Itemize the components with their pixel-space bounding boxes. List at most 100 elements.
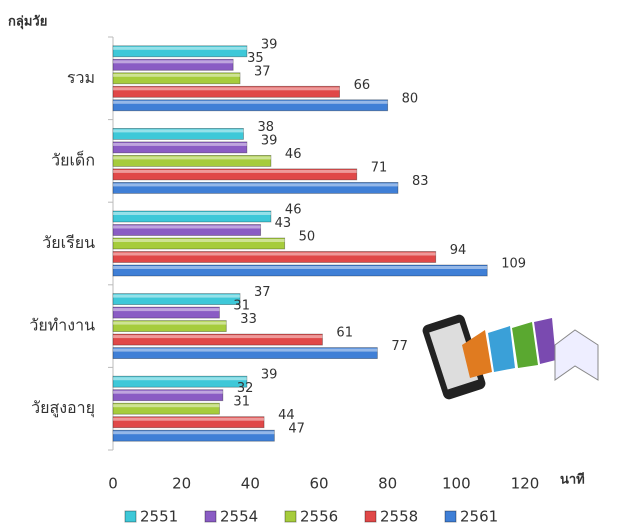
decor-icon bbox=[422, 314, 599, 400]
x-tick-label: 0 bbox=[108, 475, 118, 493]
data-label: 44 bbox=[278, 408, 295, 423]
data-label: 37 bbox=[254, 285, 271, 300]
bar bbox=[112, 58, 234, 71]
bar bbox=[112, 237, 286, 250]
bar bbox=[112, 224, 262, 236]
bar-highlight bbox=[113, 335, 323, 339]
bar-highlight bbox=[113, 321, 227, 325]
bar bbox=[112, 72, 241, 85]
x-tick-label: 100 bbox=[442, 475, 471, 493]
bar-highlight bbox=[113, 417, 265, 421]
y-tick-label: วัยเรียน bbox=[42, 233, 95, 252]
bar bbox=[112, 99, 389, 112]
bar bbox=[112, 402, 220, 415]
y-axis-label: กลุ่มวัย bbox=[8, 15, 47, 30]
bar bbox=[112, 45, 248, 58]
bar bbox=[112, 347, 378, 360]
y-tick-label: วัยทำงาน bbox=[29, 316, 95, 335]
data-label: 50 bbox=[299, 230, 316, 245]
data-label: 37 bbox=[254, 64, 271, 79]
data-label: 31 bbox=[233, 395, 250, 410]
bar-highlight bbox=[113, 404, 220, 408]
x-tick-label: 40 bbox=[241, 475, 260, 493]
legend-swatch bbox=[124, 510, 137, 523]
legend-swatch bbox=[284, 510, 297, 523]
bar bbox=[112, 127, 244, 140]
bar-highlight bbox=[113, 252, 436, 256]
bar-highlight bbox=[113, 225, 261, 229]
data-label: 32 bbox=[237, 381, 254, 396]
bar-highlight bbox=[113, 142, 247, 146]
data-label: 38 bbox=[257, 120, 274, 135]
bar bbox=[112, 168, 358, 181]
data-label: 47 bbox=[288, 422, 305, 437]
bar bbox=[112, 210, 272, 223]
bar bbox=[112, 416, 265, 429]
bar-highlight bbox=[113, 183, 398, 187]
x-tick-label: 120 bbox=[511, 475, 540, 493]
x-tick-label: 80 bbox=[378, 475, 397, 493]
bar-highlight bbox=[113, 348, 378, 352]
bar-highlight bbox=[113, 156, 271, 160]
data-label: 66 bbox=[354, 78, 371, 93]
x-tick-label: 60 bbox=[309, 475, 328, 493]
x-tick-label: 20 bbox=[172, 475, 191, 493]
legend-swatch bbox=[364, 510, 377, 523]
bar-highlight bbox=[113, 308, 220, 312]
bar bbox=[112, 333, 323, 346]
legend-label: 2554 bbox=[220, 508, 258, 524]
bar-highlight bbox=[113, 73, 241, 77]
y-tick-label: วัยเด็ก bbox=[51, 149, 95, 169]
bar bbox=[112, 264, 488, 277]
bar bbox=[112, 320, 227, 333]
bar-highlight bbox=[113, 129, 244, 133]
bar-highlight bbox=[113, 377, 247, 381]
bar bbox=[112, 251, 437, 263]
data-label: 39 bbox=[261, 368, 278, 383]
bar bbox=[112, 181, 399, 194]
data-label: 80 bbox=[402, 91, 419, 106]
data-label: 33 bbox=[240, 312, 257, 327]
bar-highlight bbox=[113, 266, 488, 269]
bar-highlight bbox=[113, 46, 247, 50]
data-label: 43 bbox=[275, 216, 292, 231]
data-label: 109 bbox=[501, 257, 526, 272]
x-axis-label: นาที bbox=[560, 472, 585, 488]
bar-highlight bbox=[113, 239, 285, 242]
bar-highlight bbox=[113, 212, 271, 215]
bar-highlight bbox=[113, 431, 275, 435]
data-label: 39 bbox=[261, 133, 278, 148]
bar bbox=[112, 154, 272, 167]
bar bbox=[112, 293, 241, 306]
data-label: 94 bbox=[450, 243, 467, 258]
y-tick-label: รวม bbox=[67, 68, 95, 87]
data-label: 46 bbox=[285, 203, 302, 218]
bar-highlight bbox=[113, 87, 340, 91]
bar-highlight bbox=[113, 169, 357, 173]
data-label: 46 bbox=[285, 147, 302, 162]
bar-highlight bbox=[113, 60, 234, 64]
data-label: 83 bbox=[412, 174, 429, 189]
bar-highlight bbox=[113, 390, 223, 394]
legend-label: 2558 bbox=[380, 508, 418, 524]
data-label: 77 bbox=[391, 339, 408, 354]
y-tick-label: วัยสูงอายุ bbox=[31, 398, 95, 418]
bar bbox=[112, 375, 248, 388]
data-label: 71 bbox=[371, 160, 388, 175]
bar bbox=[112, 389, 224, 402]
data-label: 31 bbox=[233, 299, 250, 314]
bar bbox=[112, 141, 248, 154]
bar-highlight bbox=[113, 100, 388, 104]
bar-highlight bbox=[113, 294, 241, 298]
bar bbox=[112, 429, 275, 442]
legend-swatch bbox=[204, 510, 217, 523]
data-label: 35 bbox=[247, 51, 264, 66]
bar bbox=[112, 85, 341, 98]
bar bbox=[112, 306, 220, 319]
data-label: 61 bbox=[336, 326, 353, 341]
legend-label: 2551 bbox=[140, 508, 178, 524]
legend-label: 2561 bbox=[460, 508, 498, 524]
data-label: 39 bbox=[261, 37, 278, 52]
legend-swatch bbox=[444, 510, 457, 523]
